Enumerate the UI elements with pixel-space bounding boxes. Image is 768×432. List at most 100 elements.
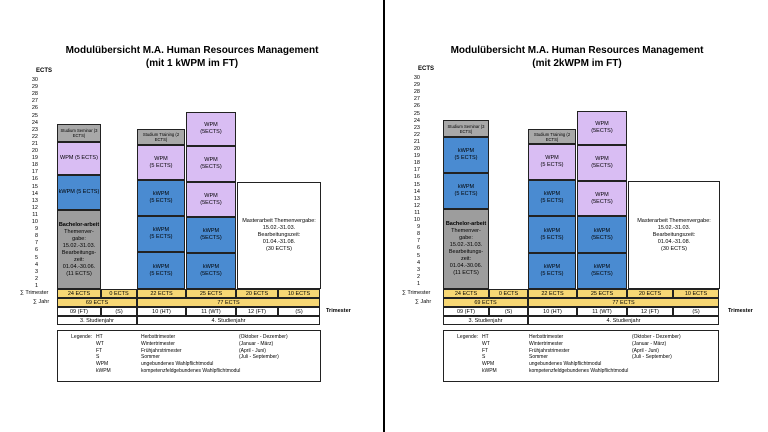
kwpm-text: kWPM (5 ECTS) xyxy=(58,189,100,195)
legend-name: Sommer xyxy=(529,354,548,361)
studienjahr-cell: 3. Studienjahr xyxy=(443,316,528,325)
y-tick-label: 15 xyxy=(31,183,38,190)
y-tick-label: 12 xyxy=(31,204,38,211)
y-tick-label: 19 xyxy=(413,153,420,160)
trimester-ects-cell: 22 ECTS xyxy=(137,289,186,298)
bachelorarbeit-block: Bachelor-arbeit Themenver- gabe: 15.02.-… xyxy=(57,210,101,289)
trimester-ects-cell: 0 ECTS xyxy=(489,289,528,298)
trimester-label: Trimester xyxy=(728,308,753,314)
sum-trimester-label: ∑ Trimester xyxy=(402,290,431,296)
wpm-ects: (5ECTS) xyxy=(200,164,222,170)
kwpm-label: kWPM xyxy=(593,227,611,234)
master-line: Masterarbeit Themenvergabe: xyxy=(242,218,316,224)
bachelor-line: (11 ECTS) xyxy=(66,270,92,277)
kwpm-label: kWPM xyxy=(593,264,611,270)
legend-period: (Juli - September) xyxy=(632,354,672,361)
wpm-label: WPM xyxy=(595,156,609,162)
studium-seminar-text: Studium Seminar (3 ECTS) xyxy=(60,128,98,138)
kwpm-block: kWPM (5 ECTS) xyxy=(528,253,576,289)
kwpm-block: kWPM (5ECTS) xyxy=(577,216,627,253)
y-tick-label: 18 xyxy=(31,162,38,169)
kwpm-label: kWPM xyxy=(457,184,475,190)
wpm-block: WPM (5 ECTS) xyxy=(528,144,576,180)
legend-abbr: S xyxy=(482,354,486,361)
trimester-ects-cell: 10 ECTS xyxy=(673,289,719,298)
y-tick-label: 14 xyxy=(31,190,38,197)
wpm-block: WPM (5ECTS) xyxy=(577,111,627,145)
y-tick-label: 22 xyxy=(413,131,420,138)
master-line: 15.02.-31.03. xyxy=(657,224,691,231)
bachelorarbeit-block: Bachelor-arbeit Themenver- gabe: 15.02.-… xyxy=(443,209,489,289)
legend-period: (Oktober - Dezember) xyxy=(632,334,681,340)
kwpm-block: kWPM (5 ECTS) xyxy=(528,180,576,216)
wpm-block: WPM (5ECTS) xyxy=(186,182,236,217)
jahr-ects-cell: 77 ECTS xyxy=(528,298,719,307)
master-line: Bearbeitungszeit: xyxy=(257,232,301,238)
legend-title: Legende: xyxy=(71,334,92,340)
legend-box: Legende: HT Herbsttrimester (Oktober - Deze… xyxy=(57,330,321,382)
wpm-ects: (5ECTS) xyxy=(200,129,222,135)
master-line: (30 ECTS) xyxy=(266,246,292,252)
jahr-ects-row: 69 ECTS 77 ECTS xyxy=(57,298,320,307)
kwpm-block: kWPM (5 ECTS) xyxy=(57,175,101,210)
ects-axis-label: ECTS xyxy=(36,68,53,74)
studienjahr-cell: 3. Studienjahr xyxy=(57,316,137,325)
studium-training-block: Studium Training (2 ECTS) xyxy=(137,129,185,145)
legend-row: FT Frühjahrstrimester (April - Juni) xyxy=(58,348,320,355)
y-tick-label: 18 xyxy=(413,160,420,167)
trimester-cell: 10 (HT) xyxy=(528,307,577,316)
trimester-ects-cell: 25 ECTS xyxy=(186,289,236,298)
legend-name: kompetenzfeldgebundenes Wahlpflichtmodul xyxy=(141,367,241,374)
y-tick-label: 16 xyxy=(413,174,420,181)
legend-period: (Juli - September) xyxy=(239,354,279,361)
wpm-label: WPM xyxy=(595,121,609,127)
kwpm-ects: (5 ECTS) xyxy=(454,191,478,197)
y-tick-label: 13 xyxy=(31,197,38,204)
studium-seminar-text: Studium Seminar (3 ECTS) xyxy=(447,123,485,134)
trimester-ects-cell: 24 ECTS xyxy=(443,289,489,298)
kwpm-label: kWPM xyxy=(152,263,170,270)
y-tick-label: 10 xyxy=(413,217,420,223)
wpm-block: WPM (5ECTS) xyxy=(186,112,236,146)
wpm-label: WPM xyxy=(545,155,559,161)
y-tick-label: 11 xyxy=(32,211,38,218)
wpm-ects: (5ECTS) xyxy=(591,128,613,134)
wpm-block: WPM (5ECTS) xyxy=(577,145,627,181)
wpm-text: WPM (5 ECTS) xyxy=(60,155,98,161)
legend-abbr: FT xyxy=(482,347,489,354)
y-tick-label: 29 xyxy=(31,84,38,91)
trimester-label: Trimester xyxy=(326,308,351,314)
y-tick-label: 6 xyxy=(34,247,38,254)
bachelor-line: 15.02.-31.03. xyxy=(62,242,96,249)
y-tick-label: 5 xyxy=(416,252,420,259)
kwpm-label: kWPM xyxy=(202,264,220,270)
wpm-label: WPM xyxy=(204,122,218,128)
kwpm-block: kWPM (5 ECTS) xyxy=(443,137,489,173)
trimester-ects-cell: 20 ECTS xyxy=(627,289,673,298)
y-tick-label: 25 xyxy=(31,112,38,119)
studienjahr-row: 3. Studienjahr 4. Studienjahr xyxy=(57,316,320,325)
legend-row: Legende: HT Herbsttrimester (Oktober - Deze… xyxy=(58,334,320,341)
kwpm-block: kWPM (5 ECTS) xyxy=(137,252,185,289)
legend-row: Legende: HT Herbsttrimester (Oktober - Deze… xyxy=(444,334,718,341)
trimester-ects-cell: 25 ECTS xyxy=(577,289,627,298)
legend-row: kWPM kompetenzfeldgebundenes Wahlpflichtm… xyxy=(58,368,320,375)
legend-row: WT Wintertrimester (Januar - März) xyxy=(58,341,320,348)
y-tick-label: 6 xyxy=(416,245,420,252)
legend-box: Legende: HT Herbsttrimester (Oktober - Deze… xyxy=(443,330,719,382)
y-tick-label: 20 xyxy=(413,146,420,152)
trimester-row: 09 (FT) (S) 10 (HT) 11 (WT) 12 (FT) (S) xyxy=(443,307,719,316)
y-tick-label: 28 xyxy=(413,89,420,96)
kwpm-label: kWPM xyxy=(543,227,561,234)
legend-abbr: WPM xyxy=(96,361,109,368)
bachelor-line: (11 ECTS) xyxy=(453,270,479,276)
wpm-ects: (5ECTS) xyxy=(200,199,222,206)
y-tick-label: 20 xyxy=(31,148,38,154)
studienjahr-cell: 4. Studienjahr xyxy=(528,316,719,325)
wpm-label: WPM xyxy=(595,191,609,198)
legend-abbr: kWPM xyxy=(482,367,497,374)
legend-name: Wintertrimester xyxy=(141,340,175,347)
legend-row: WPM ungebundenes Wahlpflichtmodul xyxy=(58,361,320,368)
legend-period: (April - Juni) xyxy=(239,347,266,354)
legend-name: Frühjahrstrimester xyxy=(141,347,182,354)
